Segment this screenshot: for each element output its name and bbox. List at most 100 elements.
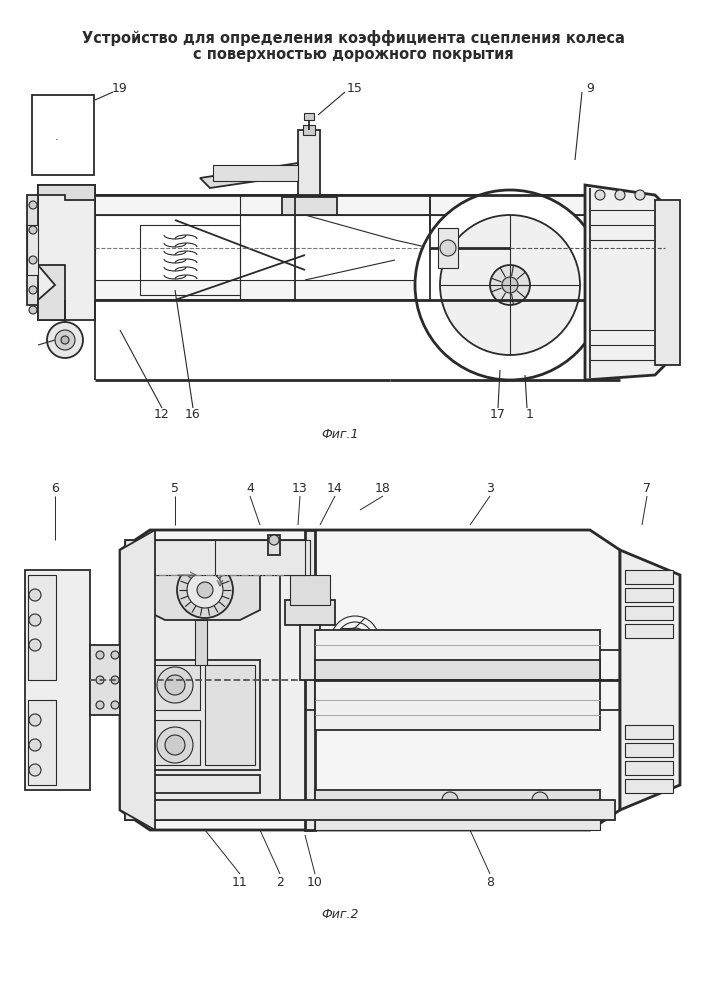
- Text: Фиг.1: Фиг.1: [321, 428, 358, 442]
- Text: 4: 4: [246, 482, 254, 494]
- Circle shape: [61, 336, 69, 344]
- Polygon shape: [120, 530, 620, 830]
- Circle shape: [157, 667, 193, 703]
- Circle shape: [111, 651, 119, 659]
- Circle shape: [165, 675, 185, 695]
- Circle shape: [29, 614, 41, 626]
- Bar: [213, 165, 298, 181]
- Bar: [282, 197, 337, 215]
- Bar: [135, 555, 280, 805]
- Polygon shape: [200, 163, 298, 188]
- Bar: [625, 725, 673, 739]
- Circle shape: [442, 792, 458, 808]
- Polygon shape: [120, 530, 155, 830]
- Bar: [32, 95, 94, 175]
- Circle shape: [197, 582, 213, 598]
- Circle shape: [29, 201, 37, 209]
- Bar: [95, 195, 585, 300]
- Circle shape: [47, 322, 83, 358]
- Bar: [625, 588, 673, 602]
- Polygon shape: [38, 265, 65, 320]
- Text: с поверхностью дорожного покрытия: с поверхностью дорожного покрытия: [192, 47, 513, 62]
- Bar: [304, 113, 314, 120]
- Circle shape: [29, 639, 41, 651]
- Circle shape: [269, 535, 279, 545]
- Bar: [315, 660, 600, 680]
- Circle shape: [165, 735, 185, 755]
- Text: 16: 16: [185, 408, 201, 422]
- Text: 12: 12: [154, 408, 170, 422]
- Text: 3: 3: [486, 482, 494, 494]
- Bar: [95, 280, 585, 300]
- Text: 2: 2: [276, 876, 284, 888]
- Polygon shape: [145, 555, 260, 620]
- Bar: [27, 225, 38, 275]
- Circle shape: [96, 651, 104, 659]
- Bar: [125, 540, 310, 575]
- Bar: [150, 665, 200, 710]
- Circle shape: [29, 714, 41, 726]
- Bar: [298, 130, 320, 200]
- Text: 14: 14: [327, 482, 343, 494]
- Text: ·: ·: [55, 135, 59, 145]
- Circle shape: [415, 190, 605, 380]
- Bar: [125, 540, 310, 820]
- Polygon shape: [620, 550, 680, 810]
- Circle shape: [96, 676, 104, 684]
- Bar: [315, 630, 600, 730]
- Text: 9: 9: [586, 82, 594, 95]
- Text: 18: 18: [375, 482, 391, 494]
- Circle shape: [187, 572, 223, 608]
- Circle shape: [157, 727, 193, 763]
- Circle shape: [29, 764, 41, 776]
- Circle shape: [615, 190, 625, 200]
- Bar: [315, 790, 600, 810]
- Text: Фиг.2: Фиг.2: [321, 908, 358, 922]
- Bar: [95, 195, 585, 215]
- Bar: [27, 195, 38, 305]
- Text: 1: 1: [526, 408, 534, 422]
- Bar: [125, 800, 615, 820]
- Circle shape: [177, 562, 233, 618]
- Circle shape: [111, 701, 119, 709]
- Circle shape: [532, 792, 548, 808]
- Bar: [215, 540, 305, 575]
- Circle shape: [96, 701, 104, 709]
- Circle shape: [502, 277, 518, 293]
- Text: 5: 5: [171, 482, 179, 494]
- Circle shape: [29, 226, 37, 234]
- Bar: [25, 570, 90, 790]
- Text: 17: 17: [490, 408, 506, 422]
- Bar: [300, 625, 320, 680]
- Text: 10: 10: [307, 876, 323, 888]
- Bar: [145, 660, 260, 770]
- Text: 11: 11: [232, 876, 248, 888]
- Bar: [625, 761, 673, 775]
- Bar: [140, 225, 240, 295]
- Circle shape: [29, 589, 41, 601]
- Circle shape: [29, 286, 37, 294]
- Bar: [655, 200, 680, 365]
- Bar: [625, 606, 673, 620]
- Circle shape: [345, 630, 365, 650]
- Bar: [305, 530, 315, 830]
- Circle shape: [55, 330, 75, 350]
- Bar: [28, 700, 56, 785]
- Bar: [150, 800, 260, 818]
- Text: 13: 13: [292, 482, 308, 494]
- Bar: [150, 720, 200, 765]
- Circle shape: [29, 256, 37, 264]
- Bar: [438, 228, 458, 268]
- Bar: [303, 125, 315, 135]
- Circle shape: [490, 265, 530, 305]
- Bar: [290, 575, 330, 605]
- Bar: [95, 215, 585, 280]
- Bar: [150, 775, 260, 793]
- Text: 8: 8: [486, 876, 494, 888]
- Text: 6: 6: [51, 482, 59, 494]
- Circle shape: [440, 240, 456, 256]
- Polygon shape: [585, 185, 670, 380]
- Bar: [205, 665, 255, 765]
- Circle shape: [440, 215, 580, 355]
- Polygon shape: [38, 185, 95, 200]
